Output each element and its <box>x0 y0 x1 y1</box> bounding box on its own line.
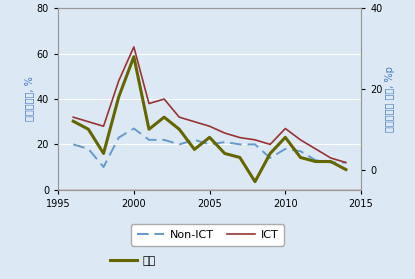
자이 <box>222 152 227 155</box>
ICT <box>101 124 106 128</box>
ICT <box>207 124 212 128</box>
자이 <box>207 136 212 139</box>
Legend: Non-ICT, ICT: Non-ICT, ICT <box>131 224 284 246</box>
자이 <box>86 128 91 131</box>
자이 <box>177 128 182 131</box>
자이 <box>161 116 166 119</box>
자이 <box>146 128 151 131</box>
Non-ICT <box>71 143 76 146</box>
자이 <box>101 152 106 155</box>
Non-ICT <box>328 161 333 164</box>
ICT <box>313 147 318 151</box>
Non-ICT <box>101 165 106 169</box>
자이 <box>298 156 303 159</box>
Y-axis label: 매입증가율, %: 매입증가율, % <box>24 77 34 121</box>
ICT <box>146 102 151 105</box>
Non-ICT <box>237 143 242 146</box>
ICT <box>283 127 288 130</box>
자이 <box>313 160 318 163</box>
자이 <box>192 148 197 151</box>
Non-ICT <box>131 127 136 130</box>
ICT <box>344 161 349 164</box>
ICT <box>237 136 242 139</box>
ICT <box>86 120 91 123</box>
Non-ICT <box>146 138 151 141</box>
Non-ICT <box>344 161 349 164</box>
Non-ICT <box>207 143 212 146</box>
ICT <box>192 120 197 123</box>
ICT <box>161 97 166 101</box>
Non-ICT <box>86 147 91 151</box>
Line: 자이: 자이 <box>73 57 346 182</box>
ICT <box>222 131 227 135</box>
Non-ICT <box>283 147 288 151</box>
ICT <box>177 116 182 119</box>
ICT <box>328 156 333 160</box>
Non-ICT <box>192 138 197 141</box>
ICT <box>131 45 136 49</box>
Non-ICT <box>268 156 273 160</box>
Non-ICT <box>252 143 257 146</box>
자이 <box>283 136 288 139</box>
ICT <box>71 116 76 119</box>
Non-ICT <box>313 158 318 162</box>
ICT <box>116 79 121 83</box>
자이 <box>131 55 136 58</box>
ICT <box>252 138 257 141</box>
Line: Non-ICT: Non-ICT <box>73 129 346 167</box>
ICT <box>298 138 303 141</box>
Non-ICT <box>116 136 121 139</box>
Non-ICT <box>298 150 303 153</box>
자이 <box>252 180 257 183</box>
자이 <box>116 95 121 99</box>
ICT <box>268 143 273 146</box>
자이 <box>268 152 273 155</box>
Line: ICT: ICT <box>73 47 346 162</box>
자이 <box>237 156 242 159</box>
Legend: 자이: 자이 <box>105 252 161 271</box>
Non-ICT <box>161 138 166 141</box>
Non-ICT <box>177 143 182 146</box>
Y-axis label: 매입증가율 차이, %p: 매입증가율 차이, %p <box>385 66 395 132</box>
자이 <box>344 168 349 171</box>
Non-ICT <box>222 140 227 144</box>
자이 <box>328 160 333 163</box>
자이 <box>71 119 76 123</box>
